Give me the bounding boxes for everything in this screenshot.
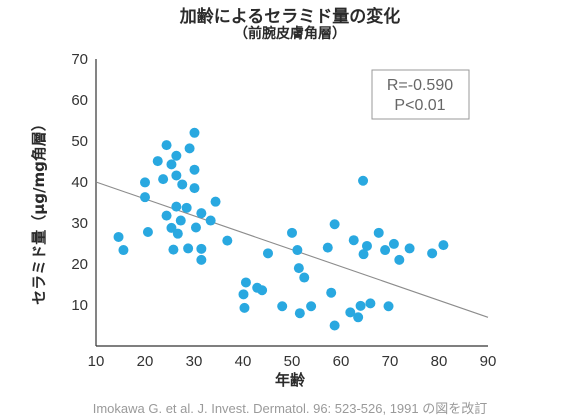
data-point [171, 150, 182, 161]
data-point [355, 300, 366, 311]
data-point [171, 170, 182, 181]
y-tick-label: 30 [71, 215, 88, 232]
data-point [181, 202, 192, 213]
data-point [358, 175, 369, 186]
data-point [262, 248, 273, 259]
data-points [113, 127, 449, 331]
data-point [184, 143, 195, 154]
data-point [348, 235, 359, 246]
data-point [388, 238, 399, 249]
regression-line [95, 181, 489, 318]
data-point [438, 240, 449, 251]
data-point [345, 307, 356, 318]
data-point [205, 215, 216, 226]
data-point [177, 179, 188, 190]
data-point [196, 254, 207, 265]
data-point [118, 245, 129, 256]
y-tick-label: 70 [71, 51, 88, 68]
data-point [189, 127, 200, 138]
data-point [394, 254, 405, 265]
data-point [299, 272, 310, 283]
data-point [257, 285, 268, 296]
source-citation: Imokawa G. et al. J. Invest. Dermatol. 9… [92, 401, 488, 416]
data-point [210, 196, 221, 207]
data-point [293, 263, 304, 274]
x-tick-label: 90 [480, 353, 497, 370]
chart-title: 加齢によるセラミド量の変化 [179, 7, 401, 27]
x-tick-label: 40 [235, 353, 252, 370]
data-point [353, 312, 364, 323]
data-point [404, 243, 415, 254]
data-point [365, 298, 376, 309]
x-axis-label: 年齢 [275, 371, 306, 389]
x-tick-label: 60 [333, 353, 350, 370]
data-point [183, 243, 194, 254]
data-point [166, 159, 177, 170]
y-tick-label: 10 [71, 297, 88, 314]
stat-box [371, 69, 470, 120]
data-point [189, 183, 200, 194]
data-point [380, 245, 391, 256]
data-point [287, 227, 297, 238]
x-tick-label: 50 [284, 353, 301, 370]
x-tick-label: 70 [382, 353, 399, 370]
x-tick-label: 10 [88, 353, 105, 370]
x-tick-label: 30 [186, 353, 203, 370]
data-point [175, 215, 186, 226]
data-point [161, 140, 172, 151]
data-point [329, 320, 340, 331]
data-point [168, 244, 179, 255]
data-point [222, 235, 233, 246]
x-tick-label: 20 [137, 353, 154, 370]
data-point [294, 308, 305, 319]
x-tick-label: 80 [431, 353, 448, 370]
data-point [326, 287, 337, 298]
data-point [172, 228, 183, 239]
data-point [358, 249, 369, 260]
data-point [306, 301, 317, 312]
data-point [189, 164, 200, 175]
p-value-label: P<0.01 [394, 97, 445, 114]
data-point [329, 219, 340, 230]
y-tick-label: 50 [71, 133, 88, 150]
data-point [140, 192, 150, 203]
data-point [240, 277, 251, 288]
data-point [166, 222, 177, 233]
data-point [152, 156, 163, 167]
data-point [113, 231, 124, 242]
data-point [196, 243, 207, 254]
data-point [383, 301, 394, 312]
data-point [158, 174, 169, 185]
data-point [427, 248, 438, 259]
data-point [292, 245, 303, 256]
data-point [171, 201, 182, 212]
chart-subtitle: （前腕皮膚角層） [234, 26, 346, 42]
data-point [238, 289, 249, 300]
data-point [161, 210, 172, 221]
data-point [140, 177, 150, 188]
data-point [361, 240, 372, 251]
data-point [373, 227, 384, 238]
y-axis-label: セラミド量（μg/mg角層） [30, 116, 48, 305]
data-point [142, 227, 153, 238]
data-point [322, 242, 333, 253]
r-value-label: R=-0.590 [387, 77, 453, 94]
data-point [277, 301, 288, 312]
data-point [196, 208, 207, 219]
data-point [239, 302, 250, 313]
y-tick-label: 60 [71, 92, 88, 109]
data-point [190, 222, 201, 233]
y-tick-label: 20 [71, 256, 88, 273]
tick-labels: 10 20 30 40 50 60 70 10 20 30 40 50 60 70 80 90 [71, 51, 496, 370]
y-tick-label: 40 [71, 174, 88, 191]
scatter-chart: 10 20 30 40 50 60 70 10 20 30 40 50 60 70 80 90 R=-0.59… [30, 51, 496, 389]
axes [95, 59, 488, 347]
